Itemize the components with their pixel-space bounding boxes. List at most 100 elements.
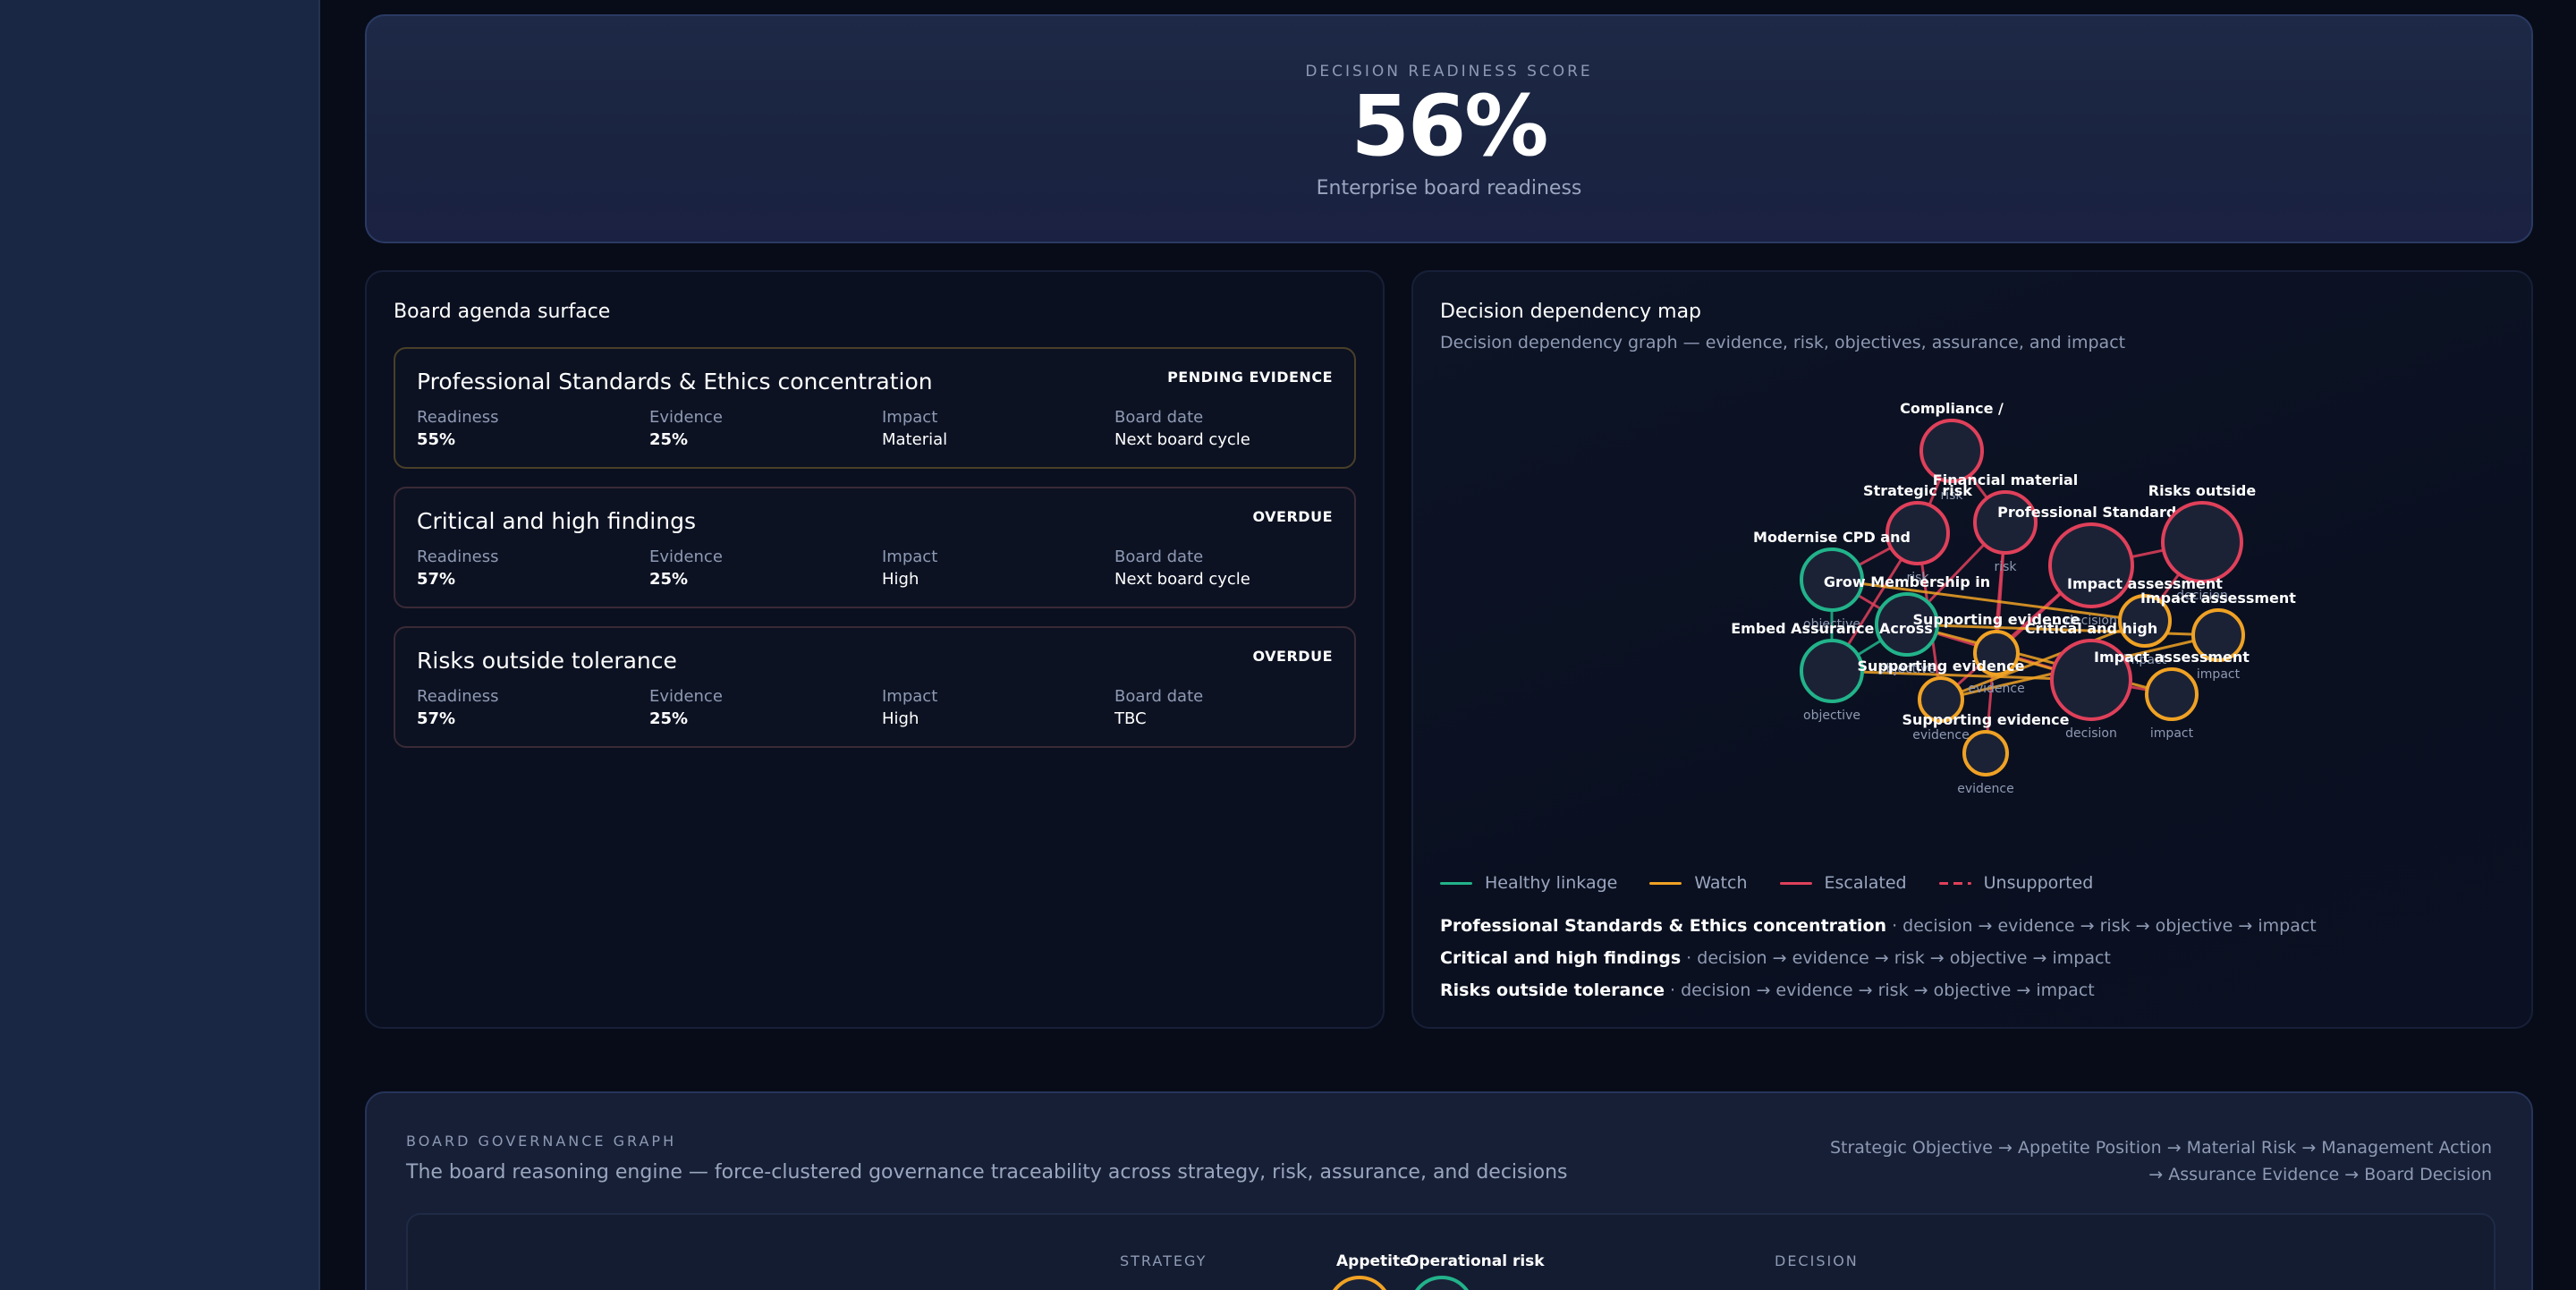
graph-node-risk[interactable] xyxy=(1885,501,1950,565)
graph-node-evidence[interactable] xyxy=(1973,630,2020,676)
decision-chain[interactable]: Professional Standards & Ethics concentr… xyxy=(1440,916,2317,936)
graph-node-type: impact xyxy=(2197,667,2241,682)
graph-node-objective[interactable] xyxy=(1875,592,1939,657)
panel-title: Decision dependency map xyxy=(1440,301,1702,323)
impact-label: Impact xyxy=(882,408,938,427)
legend-swatch xyxy=(1779,881,1812,885)
panel-title: Board agenda surface xyxy=(394,301,611,323)
board-governance-graph-card: BOARD GOVERNANCE GRAPH The board reasoni… xyxy=(365,1091,2533,1290)
impact-label: Impact xyxy=(882,547,938,566)
agenda-item[interactable]: Risks outside tolerance OVERDUE Readines… xyxy=(394,626,1356,748)
chain-name: Risks outside tolerance xyxy=(1440,980,1665,1000)
graph-node-objective[interactable] xyxy=(1800,639,1864,703)
readiness-value: 55% xyxy=(417,430,456,449)
node-label-operational-risk: Operational risk xyxy=(1406,1252,1545,1270)
graph-node-evidence[interactable] xyxy=(1962,730,2009,777)
legend-item-escalated: Escalated xyxy=(1779,873,1907,893)
legend-label: Healthy linkage xyxy=(1485,873,1618,893)
governance-path-line: → Assurance Evidence → Board Decision xyxy=(2148,1165,2492,1184)
governance-path-line: Strategic Objective → Appetite Position … xyxy=(1829,1138,2492,1158)
governance-node-appetite[interactable] xyxy=(1329,1276,1390,1290)
impact-label: Impact xyxy=(882,687,938,706)
graph-node-decision[interactable] xyxy=(2050,639,2132,721)
panel-subtitle: Decision dependency graph — evidence, ri… xyxy=(1440,333,2126,352)
graph-node-impact[interactable] xyxy=(2145,667,2199,721)
graph-node-risk[interactable] xyxy=(1973,490,2038,555)
decision-dependency-map-panel: Decision dependency map Decision depende… xyxy=(1411,270,2533,1029)
graph-node-label: Supporting evidence xyxy=(1857,658,2024,675)
evidence-label: Evidence xyxy=(649,408,723,427)
graph-node-type: risk xyxy=(1940,488,1963,503)
column-label-decision: DECISION xyxy=(1775,1252,1859,1269)
chain-path: · decision → evidence → risk → objective… xyxy=(1886,916,2317,936)
chain-name: Critical and high findings xyxy=(1440,948,1682,968)
chain-path: · decision → evidence → risk → objective… xyxy=(1665,980,2095,1000)
graph-node-type: evidence xyxy=(1968,682,2024,696)
graph-node-type: decision xyxy=(2065,726,2117,741)
graph-node-type: objective xyxy=(1803,709,1860,723)
impact-value: High xyxy=(882,709,919,728)
readiness-value: 57% xyxy=(417,709,456,728)
graph-node-decision[interactable] xyxy=(2161,501,2243,583)
chain-name: Professional Standards & Ethics concentr… xyxy=(1440,916,1887,936)
graph-node-label: Risks outside xyxy=(2148,482,2257,499)
governance-node-operational-risk[interactable] xyxy=(1411,1276,1472,1290)
evidence-label: Evidence xyxy=(649,547,723,566)
decision-chain[interactable]: Risks outside tolerance · decision → evi… xyxy=(1440,980,2095,1000)
agenda-item-title: Professional Standards & Ethics concentr… xyxy=(417,369,933,395)
graph-node-objective[interactable] xyxy=(1800,547,1864,612)
dependency-edge xyxy=(1831,669,2092,682)
graph-node-type: risk xyxy=(1994,560,2017,574)
dependency-edge xyxy=(1831,578,2146,623)
evidence-value: 25% xyxy=(649,570,689,589)
board-date-label: Board date xyxy=(1114,547,1204,566)
readiness-label: Readiness xyxy=(417,408,499,427)
graph-node-type: evidence xyxy=(1957,782,2013,796)
readiness-label: Readiness xyxy=(417,547,499,566)
graph-node-decision[interactable] xyxy=(2048,522,2134,608)
column-label-strategy: STRATEGY xyxy=(1120,1252,1208,1269)
graph-node-type: decision xyxy=(2065,614,2117,628)
status-badge: PENDING EVIDENCE xyxy=(1167,369,1333,386)
graph-node-label: Grow Membership in xyxy=(1824,573,1990,590)
legend-item-watch: Watch xyxy=(1649,873,1748,893)
graph-node-evidence[interactable] xyxy=(1918,676,1964,723)
status-badge: OVERDUE xyxy=(1252,648,1333,665)
evidence-label: Evidence xyxy=(649,687,723,706)
graph-node-type: objective xyxy=(1803,617,1860,632)
dependency-edge xyxy=(1940,619,2146,701)
agenda-item-title: Risks outside tolerance xyxy=(417,648,677,674)
agenda-item[interactable]: Professional Standards & Ethics concentr… xyxy=(394,347,1356,469)
section-label: BOARD GOVERNANCE GRAPH xyxy=(406,1133,677,1150)
graph-node-impact[interactable] xyxy=(2118,594,2172,648)
main-content: DECISION READINESS SCORE 56% Enterprise … xyxy=(322,0,2576,1290)
graph-node-impact[interactable] xyxy=(2191,608,2245,662)
governance-graph-canvas[interactable]: STRATEGY DECISION Appetite Operational r… xyxy=(406,1213,2496,1290)
agenda-item[interactable]: Critical and high findings OVERDUE Readi… xyxy=(394,487,1356,608)
legend-swatch xyxy=(1649,881,1682,885)
board-date-label: Board date xyxy=(1114,408,1204,427)
graph-node-type: evidence xyxy=(1912,728,1969,743)
governance-nodes xyxy=(1329,1276,1472,1290)
board-date-value: TBC xyxy=(1114,709,1147,728)
graph-node-type: risk xyxy=(1906,571,1929,585)
graph-node-label: Financial material xyxy=(1933,471,2078,488)
legend-item-unsupported: Unsupported xyxy=(1938,873,2093,893)
board-agenda-panel: Board agenda surface Professional Standa… xyxy=(365,270,1385,1029)
graph-node-label: Supporting evidence xyxy=(1902,711,2069,728)
graph-node-label: Critical and high xyxy=(2025,620,2158,637)
graph-node-type: decision xyxy=(2176,589,2228,603)
sidebar xyxy=(0,0,320,1290)
chain-path: · decision → evidence → risk → objective… xyxy=(1681,948,2111,968)
decision-chain[interactable]: Critical and high findings · decision → … xyxy=(1440,948,2111,968)
evidence-value: 25% xyxy=(649,430,689,449)
score-subtitle: Enterprise board readiness xyxy=(1316,177,1582,199)
graph-node-risk[interactable] xyxy=(1919,419,1984,483)
readiness-label: Readiness xyxy=(417,687,499,706)
graph-legend: Healthy linkage Watch Escalated Unsuppor… xyxy=(1440,873,2093,893)
graph-node-type: impact xyxy=(2150,726,2194,741)
readiness-score-card: DECISION READINESS SCORE 56% Enterprise … xyxy=(365,14,2533,243)
agenda-item-title: Critical and high findings xyxy=(417,508,696,534)
node-label-appetite: Appetite xyxy=(1336,1252,1411,1270)
